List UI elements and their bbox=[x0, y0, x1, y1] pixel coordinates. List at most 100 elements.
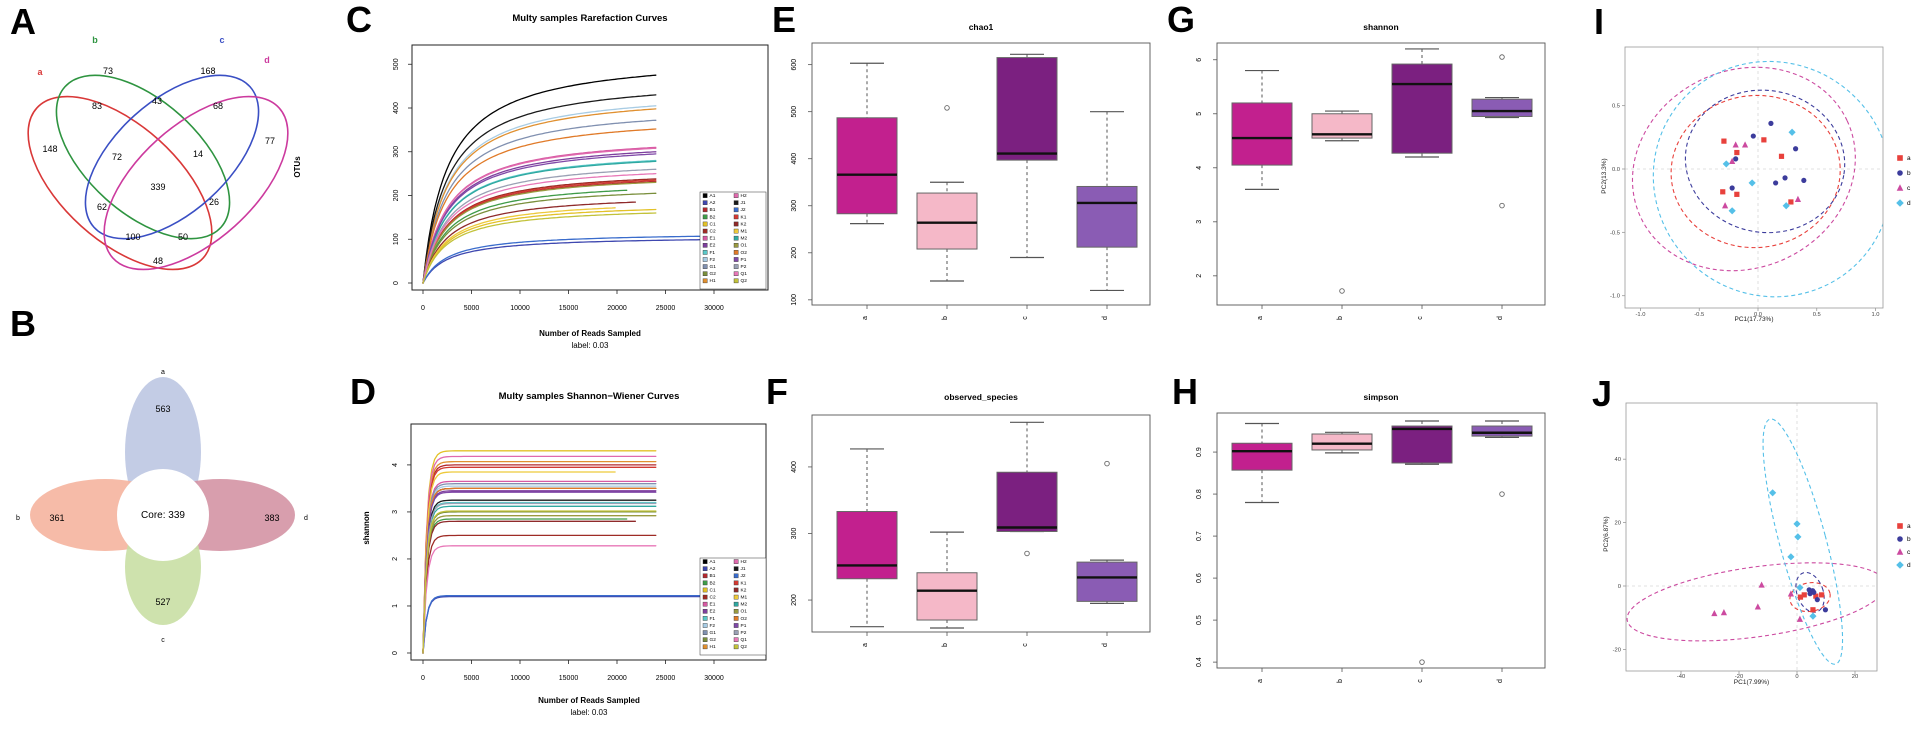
svg-text:M1: M1 bbox=[741, 229, 748, 235]
svg-text:c: c bbox=[1417, 316, 1424, 320]
svg-text:200: 200 bbox=[791, 594, 798, 606]
svg-text:30000: 30000 bbox=[704, 305, 724, 312]
svg-text:b: b bbox=[942, 643, 949, 647]
svg-text:0: 0 bbox=[421, 305, 425, 312]
svg-text:15000: 15000 bbox=[559, 675, 579, 682]
observed-species-title: observed_species bbox=[944, 392, 1018, 402]
boxes bbox=[836, 421, 1138, 629]
plot-frame bbox=[811, 414, 1151, 633]
svg-text:339: 339 bbox=[150, 182, 165, 192]
svg-text:M2: M2 bbox=[741, 602, 748, 608]
svg-text:0.5: 0.5 bbox=[1612, 104, 1620, 110]
svg-text:527: 527 bbox=[155, 597, 170, 607]
svg-text:0.6: 0.6 bbox=[1196, 573, 1203, 583]
panel-label-d: D bbox=[350, 371, 376, 412]
svg-text:P2: P2 bbox=[741, 630, 747, 636]
svg-text:43: 43 bbox=[152, 96, 162, 106]
x-axis: -1.0 -0.5 0.0 0.5 1.0 bbox=[1636, 308, 1880, 318]
svg-text:25000: 25000 bbox=[656, 305, 676, 312]
svg-text:10000: 10000 bbox=[510, 675, 530, 682]
svg-text:26: 26 bbox=[209, 197, 219, 207]
svg-text:B2: B2 bbox=[710, 214, 716, 220]
boxes bbox=[836, 53, 1138, 292]
svg-text:5000: 5000 bbox=[464, 305, 480, 312]
svg-text:3: 3 bbox=[392, 510, 399, 514]
svg-text:563: 563 bbox=[155, 404, 170, 414]
svg-text:-20: -20 bbox=[1735, 674, 1743, 680]
svg-text:F1: F1 bbox=[710, 616, 716, 622]
svg-text:20000: 20000 bbox=[607, 675, 627, 682]
simpson-boxplot: 0.4 0.5 0.6 0.7 0.8 0.9 a b c d bbox=[1196, 412, 1546, 683]
y-axis: 0 1 2 3 4 bbox=[392, 463, 411, 655]
svg-text:d: d bbox=[1497, 679, 1504, 683]
svg-text:O1: O1 bbox=[741, 609, 748, 615]
svg-text:A1: A1 bbox=[710, 193, 716, 199]
svg-text:c: c bbox=[1907, 549, 1911, 556]
svg-text:J1: J1 bbox=[741, 566, 746, 572]
svg-text:0.5: 0.5 bbox=[1813, 312, 1821, 318]
svg-text:68: 68 bbox=[213, 101, 223, 111]
svg-text:d: d bbox=[1497, 316, 1504, 320]
svg-text:b: b bbox=[1907, 170, 1911, 177]
svg-text:83: 83 bbox=[92, 101, 102, 111]
y-axis: 0 100 200 300 400 500 bbox=[393, 58, 412, 285]
plot-frame bbox=[811, 42, 1151, 306]
svg-text:P2: P2 bbox=[741, 264, 747, 270]
svg-text:c: c bbox=[1907, 185, 1911, 192]
svg-text:6: 6 bbox=[1196, 58, 1203, 62]
svg-text:a: a bbox=[37, 67, 43, 77]
x-axis: a b c d bbox=[862, 632, 1109, 647]
plot-frame bbox=[1624, 46, 1884, 309]
svg-text:J1: J1 bbox=[741, 200, 746, 206]
svg-text:20: 20 bbox=[1615, 521, 1621, 527]
svg-text:400: 400 bbox=[791, 461, 798, 473]
y-axis: -1.0 -0.5 0.0 0.5 bbox=[1610, 104, 1625, 300]
y-axis: 200 300 400 bbox=[791, 461, 812, 606]
svg-text:B1: B1 bbox=[710, 207, 716, 213]
y-axis: 100 200 300 400 500 600 bbox=[791, 59, 812, 306]
svg-text:d: d bbox=[1102, 643, 1109, 647]
svg-text:73: 73 bbox=[103, 66, 113, 76]
y-axis: -20 0 20 40 bbox=[1613, 457, 1626, 653]
legend: a b c d bbox=[1896, 155, 1911, 207]
svg-text:c: c bbox=[1022, 316, 1029, 320]
panel-label-b: B bbox=[10, 303, 36, 344]
shannon-wiener-title: Multy samples Shannon−Wiener Curves bbox=[498, 391, 680, 402]
svg-text:5: 5 bbox=[1196, 112, 1203, 116]
curves bbox=[422, 450, 744, 654]
svg-text:K1: K1 bbox=[741, 580, 747, 586]
svg-text:d: d bbox=[304, 515, 308, 522]
svg-text:20000: 20000 bbox=[607, 305, 627, 312]
svg-text:0.0: 0.0 bbox=[1754, 312, 1762, 318]
svg-text:P1: P1 bbox=[741, 623, 747, 629]
boxes bbox=[1231, 48, 1533, 294]
svg-text:40: 40 bbox=[1615, 457, 1621, 463]
svg-text:148: 148 bbox=[42, 144, 57, 154]
svg-text:H1: H1 bbox=[710, 278, 716, 284]
panel-label-c: C bbox=[346, 0, 372, 40]
svg-text:Q1: Q1 bbox=[741, 637, 748, 643]
plot-frame bbox=[410, 423, 767, 661]
panel-label-a: A bbox=[10, 1, 36, 42]
svg-text:a: a bbox=[1257, 679, 1264, 683]
svg-text:a: a bbox=[1907, 523, 1911, 530]
flower-diagram: 563 a 361 b 383 d 527 c Core: 339 bbox=[16, 369, 308, 644]
panel-label-h: H bbox=[1172, 371, 1198, 412]
svg-text:G2: G2 bbox=[710, 271, 717, 277]
svg-text:H1: H1 bbox=[710, 644, 716, 650]
svg-text:a: a bbox=[1907, 155, 1911, 162]
svg-text:Q2: Q2 bbox=[741, 644, 748, 650]
y-axis: 0.4 0.5 0.6 0.7 0.8 0.9 bbox=[1196, 447, 1217, 667]
svg-text:d: d bbox=[1907, 200, 1911, 207]
rarefaction-xlabel: Number of Reads Sampled bbox=[539, 329, 641, 338]
panel-label-f: F bbox=[766, 371, 788, 412]
svg-text:c: c bbox=[1022, 643, 1029, 647]
svg-text:30000: 30000 bbox=[704, 675, 724, 682]
svg-text:G1: G1 bbox=[710, 630, 717, 636]
svg-text:2: 2 bbox=[1196, 274, 1203, 278]
